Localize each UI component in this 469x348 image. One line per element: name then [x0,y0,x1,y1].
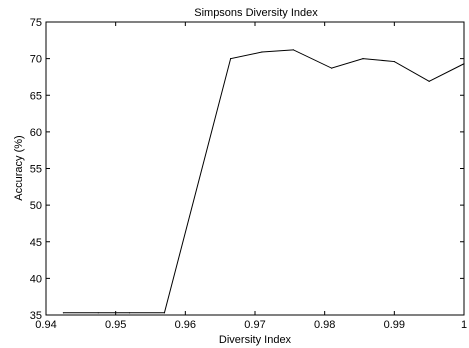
data-point [261,51,263,53]
data-point [428,80,430,82]
y-tick-label: 45 [30,237,42,249]
x-axis-label: Diversity Index [219,334,292,346]
y-tick-label: 50 [30,200,42,212]
y-tick-label: 75 [30,17,42,29]
x-axis: 0.94 0.95 0.96 0.97 0.98 0.99 1 [35,22,467,331]
data-point [62,312,65,314]
series-line [63,49,465,314]
y-tick-label: 65 [30,90,42,102]
data-point [97,312,99,314]
x-tick-label: 0.95 [105,319,126,331]
y-axis-label: Accuracy (%) [13,135,25,200]
x-tick-label: 0.99 [384,319,405,331]
chart-title: Simpsons Diversity Index [194,7,318,19]
data-point [463,63,465,65]
data-point [163,312,166,314]
data-point [362,58,364,60]
y-tick-label: 70 [30,54,42,66]
data-point [331,67,333,69]
x-tick-label: 0.94 [35,319,56,331]
y-axis: 35 40 45 50 55 60 65 70 75 [30,17,464,322]
data-point [129,312,131,314]
y-tick-label: 40 [30,273,42,285]
series-layer [62,49,465,314]
y-tick-label: 55 [30,164,42,176]
x-tick-label: 0.97 [244,319,265,331]
x-tick-label: 1 [461,319,467,331]
x-tick-label: 0.98 [314,319,335,331]
y-tick-label: 60 [30,127,42,139]
x-tick-label: 0.96 [175,319,196,331]
data-point [230,58,232,60]
y-tick-label: 35 [30,310,42,322]
data-point [393,60,395,63]
data-point [292,49,294,51]
